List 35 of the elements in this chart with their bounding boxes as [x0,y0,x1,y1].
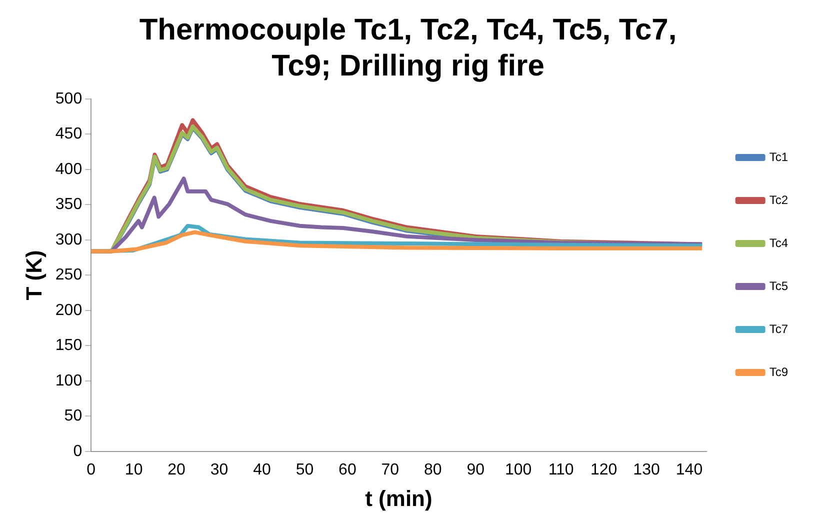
y-tick-label: 250 [55,266,82,284]
x-tick-label: 20 [168,461,186,478]
x-tick-label: 100 [504,461,532,478]
legend-label: Tc9 [769,364,788,379]
legend-label: Tc1 [769,150,788,164]
x-tick-label: 0 [86,461,96,478]
x-tick-label: 130 [633,461,660,478]
x-tick-label: 60 [338,461,356,478]
x-tick-label: 90 [466,461,485,478]
legend-label: Tc5 [769,278,788,293]
y-tick-label: 50 [64,408,82,425]
y-tick-label: 150 [55,337,82,354]
x-axis-title: t (min) [365,486,432,511]
y-tick-label: 300 [55,231,82,248]
x-tick-label: 40 [253,461,271,478]
y-tick-label: 100 [55,372,82,390]
x-tick-label: 70 [381,461,400,478]
x-tick-label: 110 [548,461,574,478]
x-tick-label: 120 [590,461,618,478]
x-tick-label: 80 [424,461,442,478]
legend-label: Tc4 [769,236,788,250]
y-tick-label: 350 [55,196,82,214]
chart-title: Thermocouple Tc1, Tc2, Tc4, Tc5, Tc7, Tc9; Drilling rig fire [139,13,677,82]
y-tick-label: 500 [55,90,82,108]
x-tick-label: 10 [124,461,143,478]
y-tick-label: 200 [55,302,82,319]
legend-label: Tc2 [769,192,788,207]
y-tick-label: 400 [55,160,82,178]
y-tick-label: 450 [55,126,82,143]
legend-label: Tc7 [769,322,788,336]
x-tick-label: 140 [676,461,703,478]
y-tick-label: 0 [73,442,82,460]
y-axis-title: T (K) [21,250,46,300]
x-tick-label: 30 [210,461,228,478]
x-tick-label: 50 [296,461,314,478]
